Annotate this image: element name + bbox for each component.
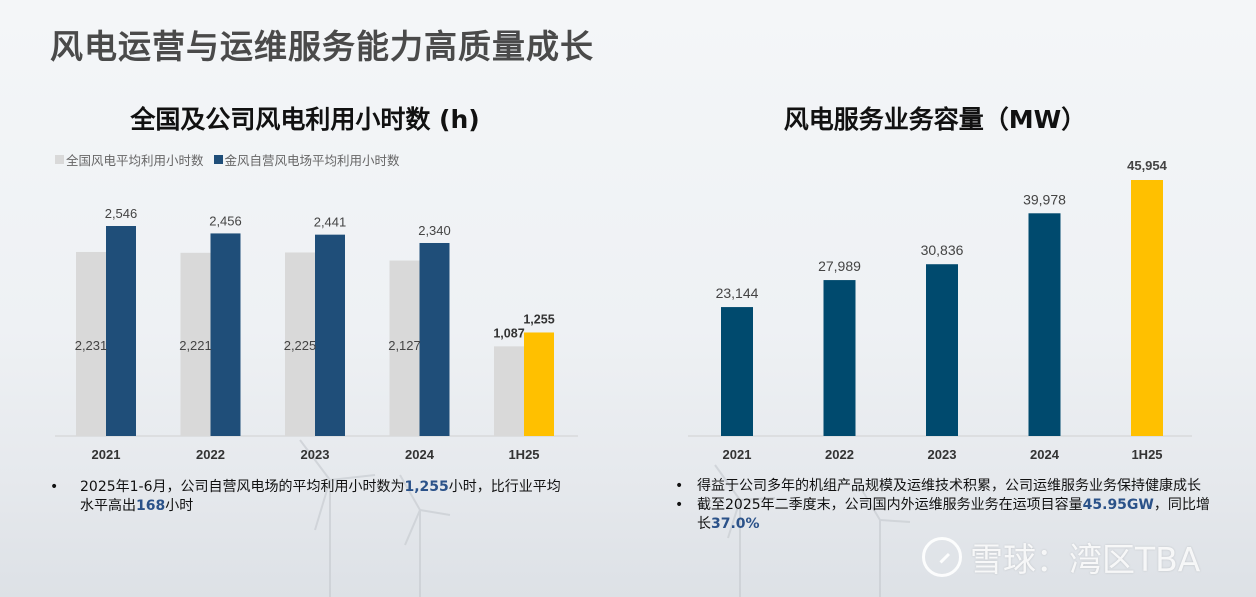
highlight-number: 45.95GW [1082, 497, 1154, 513]
legend-item-goldwind: 金风自营风电场平均利用小时数 [213, 150, 400, 169]
snowball-logo-icon [922, 537, 962, 577]
bullet-text-segment: ，同比增长 [697, 497, 1210, 532]
wind-turbine-background [299, 439, 911, 597]
bar-capacity-2023 [926, 264, 958, 436]
x-tick-label-2021: 2021 [92, 447, 121, 462]
bullet-dot: • [675, 478, 684, 494]
bar-goldwind-2021 [106, 226, 136, 436]
legend-swatch-goldwind [213, 155, 223, 164]
right-bullet-1: • 截至2025年二季度末，公司国内外运维服务业务在运项目容量45.95GW，同比… [675, 496, 1215, 534]
x-tick-label-right-1H25: 1H25 [1131, 447, 1162, 462]
bar-national-2024 [389, 260, 420, 436]
bullet-text-segment: 得益于公司多年的机组产品规模及运维技术积累，公司运维服务业务保持健康成长 [697, 478, 1201, 494]
bar-capacity-2024 [1028, 213, 1061, 436]
bullet-text-segment: 小时，比行业平均水平高出 [80, 479, 561, 514]
left-bullet-list: • 2025年1-6月，公司自营风电场的平均利用小时数为1,255小时，比行业平均… [50, 478, 570, 516]
bullet-text-segment: 截至2025年二季度末，公司国内外运维服务业务在运项目容量 [697, 497, 1083, 513]
bar-goldwind-1H25 [524, 332, 554, 436]
bullet-text: 截至2025年二季度末，公司国内外运维服务业务在运项目容量45.95GW，同比增… [697, 496, 1215, 534]
right-bullet-list: • 得益于公司多年的机组产品规模及运维技术积累，公司运维服务业务保持健康成长 • 截至… [675, 477, 1215, 534]
data-label-national-1H25: 1,087 [493, 326, 524, 340]
data-label-national-2021: 2,231 [75, 338, 108, 353]
x-tick-label-right-2024: 2024 [1030, 447, 1060, 462]
legend-item-national: 全国风电平均利用小时数 [55, 150, 204, 169]
data-label-national-2023: 2,225 [284, 338, 317, 353]
right-chart-title: 风电服务业务容量（MW） [783, 105, 1087, 134]
bar-national-1H25 [494, 346, 524, 436]
x-tick-label-2022: 2022 [196, 447, 225, 462]
bar-national-2023 [285, 252, 315, 436]
bar-capacity-2021 [721, 307, 753, 436]
x-tick-label-right-2023: 2023 [928, 447, 957, 462]
bullet-text: 得益于公司多年的机组产品规模及运维技术积累，公司运维服务业务保持健康成长 [697, 477, 1201, 496]
data-label-goldwind-2024: 2,340 [418, 223, 451, 238]
slide-title: 风电运营与运维服务能力高质量成长 [50, 27, 594, 66]
highlight-number: 37.0% [711, 516, 760, 532]
bar-capacity-2022 [823, 280, 856, 436]
left-chart-legend: 全国风电平均利用小时数 金风自营风电场平均利用小时数 [55, 150, 400, 169]
right-bullet-0: • 得益于公司多年的机组产品规模及运维技术积累，公司运维服务业务保持健康成长 [675, 477, 1215, 496]
data-label-capacity-2024: 39,978 [1023, 191, 1066, 207]
data-label-national-2022: 2,221 [179, 338, 212, 353]
legend-label-national: 全国风电平均利用小时数 [66, 153, 204, 168]
x-tick-label-right-2022: 2022 [825, 447, 854, 462]
bar-capacity-1H25 [1131, 180, 1163, 436]
bar-goldwind-2022 [210, 233, 241, 436]
legend-label-goldwind: 金风自营风电场平均利用小时数 [224, 153, 400, 168]
bullet-text-segment: 小时 [165, 498, 194, 514]
bullet-dot: • [50, 479, 59, 495]
bar-national-2021 [76, 251, 106, 436]
x-tick-label-2024: 2024 [405, 447, 435, 462]
bullet-dot: • [675, 497, 684, 513]
left-bullet-0: • 2025年1-6月，公司自营风电场的平均利用小时数为1,255小时，比行业平均… [50, 478, 570, 516]
bullet-text-segment: 2025年1-6月，公司自营风电场的平均利用小时数为 [80, 479, 405, 495]
bullet-text: 2025年1-6月，公司自营风电场的平均利用小时数为1,255小时，比行业平均水… [80, 478, 570, 516]
data-label-goldwind-2022: 2,456 [209, 213, 242, 228]
legend-swatch-national [55, 155, 64, 164]
x-tick-label-2023: 2023 [301, 447, 330, 462]
watermark-text: 雪球：湾区TBA [970, 540, 1201, 579]
bar-goldwind-2023 [315, 234, 345, 436]
data-label-capacity-2023: 30,836 [921, 242, 964, 258]
left-chart-title: 全国及公司风电利用小时数 (h) [130, 105, 480, 134]
watermark: 雪球：湾区TBA [922, 533, 1200, 581]
data-label-goldwind-1H25: 1,255 [523, 312, 554, 326]
data-label-capacity-2022: 27,989 [818, 258, 861, 274]
data-label-national-2024: 2,127 [388, 338, 421, 353]
x-tick-label-1H25: 1H25 [508, 447, 539, 462]
data-label-goldwind-2023: 2,441 [314, 215, 347, 230]
highlight-number: 168 [136, 498, 166, 514]
data-label-capacity-2021: 23,144 [716, 285, 759, 301]
data-label-capacity-1H25: 45,954 [1127, 158, 1168, 173]
left-bar-chart: 2,231 2,546 2021 2,221 2,456 2022 2,225 2,441 20… [55, 206, 578, 462]
data-label-goldwind-2021: 2,546 [105, 206, 138, 221]
bar-national-2022 [180, 252, 211, 436]
highlight-number: 1,255 [404, 479, 449, 495]
right-bar-chart: 23,144 2021 27,989 2022 30,836 2023 39,978 2024… [688, 158, 1192, 462]
bar-goldwind-2024 [419, 242, 450, 436]
x-tick-label-right-2021: 2021 [723, 447, 752, 462]
